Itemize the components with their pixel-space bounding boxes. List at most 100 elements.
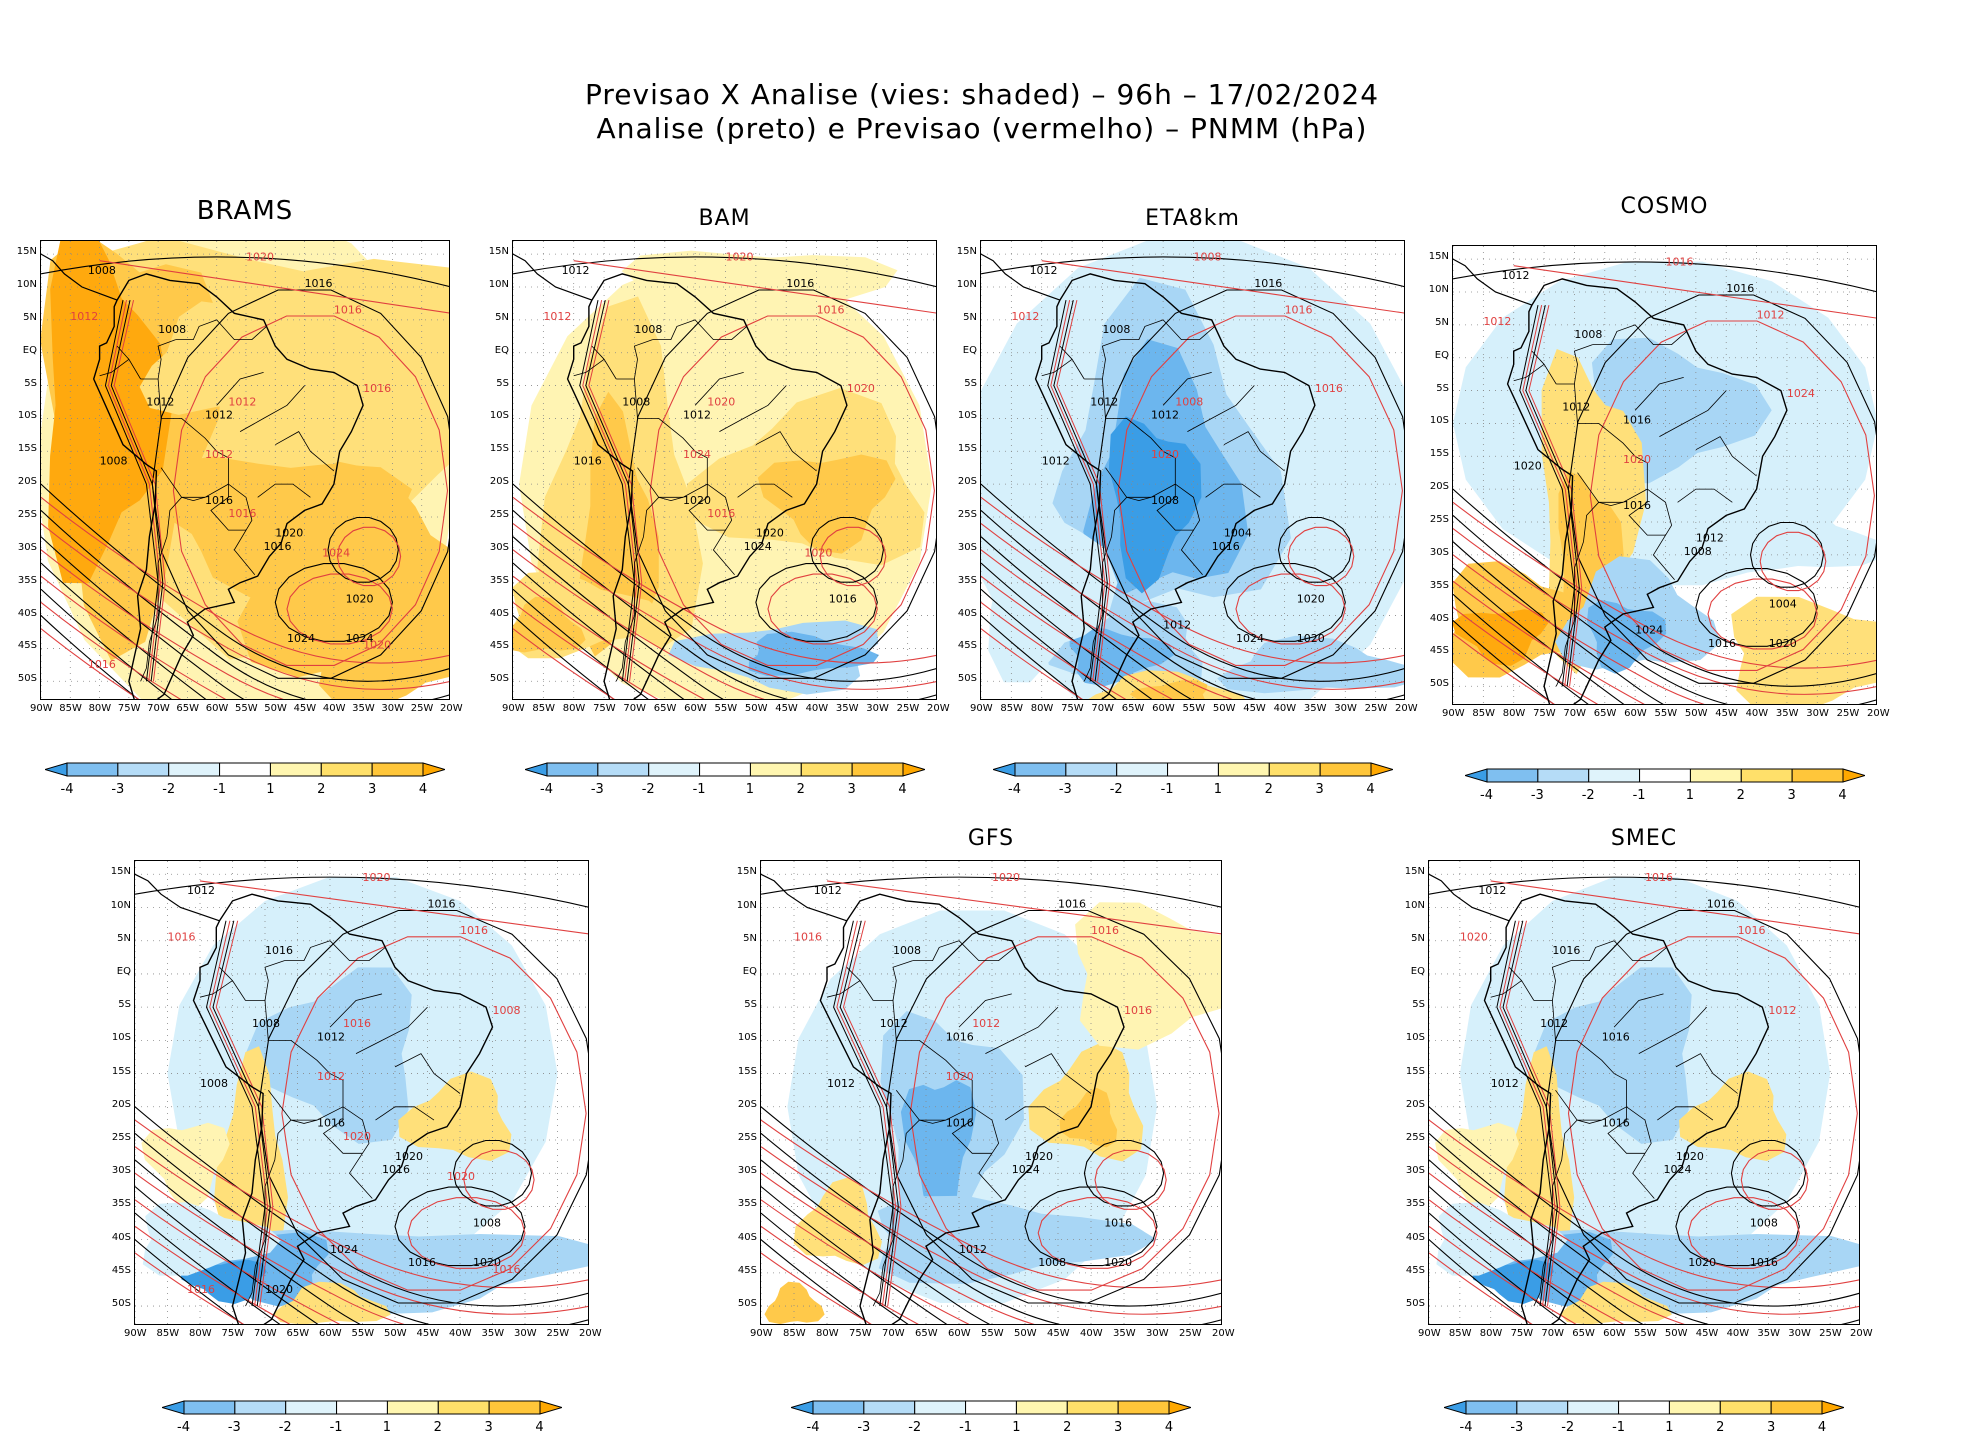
- analysis-isobar: [41, 510, 449, 699]
- panel-title: COSMO: [1620, 194, 1709, 219]
- lon-tick-label: 85W: [532, 703, 555, 714]
- country-border: [1223, 431, 1285, 472]
- analysis-isobar-label: 1008: [1102, 323, 1130, 336]
- bias-region-p2: [214, 1046, 288, 1246]
- forecast-isobar: [1429, 1225, 1577, 1324]
- lat-tick-label: 20S: [489, 476, 509, 488]
- analysis-isobar-label: 1008: [200, 1077, 228, 1090]
- colorbar: -4 -3 -2 -1 1 2 3 4: [990, 762, 1395, 798]
- country-border: [219, 967, 246, 1001]
- lon-tick-label: 80W: [189, 1328, 212, 1339]
- colorbar-label: -3: [590, 782, 604, 797]
- forecast-isobar-label: 1024: [683, 448, 711, 461]
- lon-tick-label: 40W: [1080, 1328, 1103, 1339]
- analysis-isobar: [452, 1139, 533, 1207]
- panel-title: BRAMS: [196, 196, 294, 226]
- analysis-isobar-label: 1016: [1552, 944, 1580, 957]
- panel-cosmo: COSMO 1012 1016 1008 1012 1016 1020 1016 1012 100…: [1412, 194, 1897, 808]
- colorbar-label: -2: [1581, 788, 1595, 803]
- bias-region-p2: [398, 1071, 512, 1161]
- analysis-isobar-label: 1016: [1058, 898, 1086, 911]
- panel-title: ETA8km: [1145, 206, 1240, 231]
- lat-tick-label: 15N: [110, 866, 131, 878]
- country-border: [1634, 324, 1688, 345]
- lat-tick-label: 5S: [744, 999, 757, 1011]
- country-border: [615, 496, 684, 682]
- colorbar-label: -1: [213, 782, 227, 797]
- forecast-isobar-label: 1020: [1151, 448, 1179, 461]
- analysis-isobar: [212, 920, 271, 1307]
- analysis-isobar-label: 1004: [1769, 597, 1797, 610]
- analysis-isobar: [1730, 1139, 1807, 1207]
- forecast-isobar: [582, 300, 638, 682]
- forecast-isobar-label: 1020: [804, 546, 832, 559]
- colorbar-extend-high: [422, 762, 447, 777]
- analysis-isobar: [513, 510, 936, 699]
- country-border: [1120, 319, 1164, 340]
- country-border: [355, 1006, 428, 1054]
- colorbar-label: 1: [1685, 788, 1695, 803]
- analysis-isobar: [513, 588, 649, 699]
- lon-tick-label: 20W: [1850, 1328, 1873, 1339]
- lon-tick-label: 35W: [1113, 1328, 1136, 1339]
- analysis-isobar-label: 1016: [1104, 1216, 1132, 1229]
- analysis-isobar: [135, 1132, 588, 1324]
- colorbar-label: -2: [641, 782, 655, 797]
- colorbar-swatch: [117, 762, 170, 777]
- map-plot: 1012101610081012101610121016102010241016…: [761, 861, 1221, 1324]
- isobars: [135, 876, 588, 1324]
- lat-tick-label: 45S: [957, 640, 977, 652]
- isobar-labels: 1012101610081012101610201016101210081004…: [1483, 256, 1815, 650]
- forecast-isobar-label: 1016: [187, 1283, 215, 1296]
- colorbar-swatch: [965, 1400, 1017, 1415]
- colorbar-label: -4: [1480, 788, 1493, 803]
- analysis-isobar-label: 1016: [205, 494, 233, 507]
- country-border: [873, 1000, 973, 1107]
- colorbar-label: 4: [1838, 788, 1847, 803]
- analysis-isobar: [1429, 1212, 1567, 1324]
- bias-shading: [41, 241, 449, 699]
- lat-tick-label: 30S: [1429, 546, 1449, 558]
- country-border: [1205, 483, 1261, 498]
- country-border: [1657, 1106, 1714, 1121]
- country-border: [1187, 385, 1255, 432]
- forecast-isobar: [836, 920, 897, 1307]
- lon-tick-label: 75W: [1061, 703, 1084, 714]
- forecast-isobar: [1117, 315, 1403, 666]
- analysis-isobar: [981, 615, 1083, 699]
- forecast-isobar-label: 1020: [1623, 453, 1651, 466]
- forecast-isobar: [281, 936, 587, 1291]
- analysis-isobar: [1429, 1186, 1604, 1324]
- lon-tick-label: 35W: [1303, 703, 1327, 714]
- analysis-isobar: [833, 920, 894, 1307]
- lon-tick-label: 35W: [835, 703, 859, 714]
- forecast-isobar-label: 1012: [317, 1070, 345, 1083]
- analysis-isobar: [1453, 593, 1589, 704]
- analysis-isobar: [104, 300, 159, 682]
- colorbar-swatch: [1465, 1400, 1518, 1415]
- analysis-isobar: [1047, 300, 1103, 682]
- analysis-isobar-label: 1016: [264, 540, 292, 553]
- analysis-isobar: [513, 536, 724, 699]
- country-border: [160, 467, 256, 576]
- colorbar-extend-low: [990, 762, 1015, 777]
- analysis-isobar: [761, 1159, 991, 1324]
- country-border: [394, 1053, 461, 1094]
- analysis-isobar-label: 1012: [959, 1243, 987, 1256]
- colorbar-swatch: [914, 1400, 967, 1415]
- analysis-isobar-label: 1024: [1012, 1163, 1040, 1176]
- lon-tick-label: 85W: [1448, 1328, 1472, 1339]
- lat-tick-label: 40S: [17, 607, 37, 619]
- colorbar-swatch: [1740, 768, 1793, 783]
- lat-tick-label: 50S: [1429, 678, 1449, 690]
- colorbar-label: 2: [796, 782, 805, 797]
- lon-tick-label: 70W: [1563, 708, 1587, 719]
- analysis-isobar: [1053, 300, 1108, 682]
- map-plot: 1012101610161012101610121016102010241008…: [1429, 861, 1859, 1324]
- analysis-isobar-label: 1008: [1038, 1256, 1066, 1269]
- colorbar-swatch: [371, 762, 424, 777]
- lat-tick-label: 5N: [963, 311, 977, 323]
- lon-tick-label: 60W: [319, 1328, 342, 1339]
- colorbar-labels: -4 -3 -2 -1 1 2 3 4: [525, 782, 925, 797]
- lon-tick-label: 35W: [481, 1328, 505, 1339]
